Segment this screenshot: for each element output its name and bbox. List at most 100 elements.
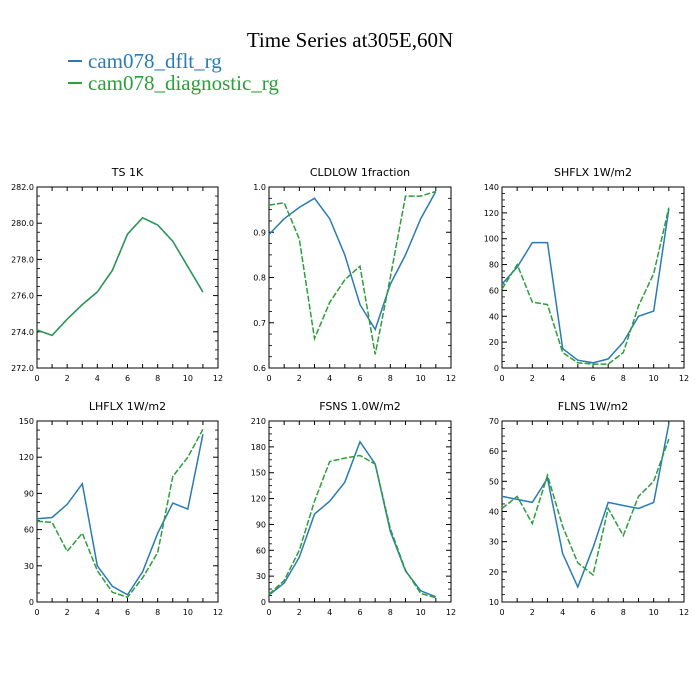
y-tick-label: 272.0 <box>11 364 34 373</box>
x-tick-label: 2 <box>530 608 535 617</box>
x-tick-label: 4 <box>95 608 100 617</box>
x-tick-label: 6 <box>590 608 595 617</box>
y-tick-label: 10 <box>489 598 499 607</box>
x-tick-label: 8 <box>621 374 626 383</box>
x-tick-label: 0 <box>266 608 271 617</box>
legend-label: cam078_dflt_rg <box>88 49 222 73</box>
x-tick-label: 12 <box>213 374 223 383</box>
y-tick-label: 150 <box>251 469 266 478</box>
y-tick-label: 40 <box>489 312 499 321</box>
y-tick-label: 70 <box>489 417 499 426</box>
x-tick-label: 4 <box>327 608 332 617</box>
series-line-diagnostic <box>36 216 204 337</box>
y-tick-label: 120 <box>251 495 266 504</box>
legend-item-dflt: cam078_dflt_rg <box>68 49 222 74</box>
x-tick-label: 0 <box>34 608 39 617</box>
y-tick-label: 0.7 <box>253 319 266 328</box>
x-tick-label: 6 <box>125 608 130 617</box>
series-line-dflt <box>36 216 204 337</box>
x-tick-label: 4 <box>95 374 100 383</box>
x-tick-label: 0 <box>34 374 39 383</box>
legend-label: cam078_diagnostic_rg <box>88 71 279 95</box>
y-tick-label: 180 <box>251 443 266 452</box>
y-tick-label: 0 <box>29 598 34 607</box>
x-tick-label: 0 <box>266 374 271 383</box>
series-line-dflt <box>36 434 204 596</box>
y-tick-label: 120 <box>19 453 34 462</box>
legend-swatch <box>68 82 82 85</box>
y-tick-label: 0 <box>494 364 499 373</box>
y-tick-label: 0 <box>261 598 266 607</box>
x-tick-label: 2 <box>530 374 535 383</box>
x-tick-label: 12 <box>446 608 456 617</box>
series-line-diagnostic <box>268 190 437 355</box>
series-line-diagnostic <box>36 429 204 599</box>
y-tick-label: 60 <box>24 526 34 535</box>
series-line-dflt <box>268 191 437 332</box>
x-tick-label: 0 <box>499 608 504 617</box>
y-tick-label: 150 <box>19 417 34 426</box>
series-line-dflt <box>501 208 670 364</box>
chart-title: FSNS 1.0W/m2 <box>319 400 401 413</box>
y-tick-label: 0.6 <box>253 364 266 373</box>
chart-panel-0: TS 1K 0 2 4 6 8 10 12 272.0 274.0 276.0 278.0 280.0 2… <box>11 166 223 383</box>
plot-frame <box>268 420 452 603</box>
x-tick-label: 2 <box>297 374 302 383</box>
y-tick-label: 120 <box>484 209 499 218</box>
chart-title: TS 1K <box>111 166 144 179</box>
x-tick-label: 8 <box>155 608 160 617</box>
y-tick-label: 90 <box>256 520 266 529</box>
chart-title: SHFLX 1W/m2 <box>554 166 632 179</box>
y-tick-label: 274.0 <box>11 328 34 337</box>
x-tick-label: 10 <box>183 608 193 617</box>
x-tick-label: 10 <box>416 374 426 383</box>
x-tick-label: 8 <box>388 374 393 383</box>
x-tick-label: 10 <box>649 608 659 617</box>
y-tick-label: 0.8 <box>253 274 266 283</box>
x-tick-label: 4 <box>327 374 332 383</box>
x-tick-label: 10 <box>183 374 193 383</box>
x-tick-label: 4 <box>560 608 565 617</box>
y-tick-label: 60 <box>256 546 266 555</box>
legend-swatch <box>68 60 82 63</box>
x-tick-label: 6 <box>357 374 362 383</box>
plot-frame <box>36 186 219 369</box>
y-tick-label: 50 <box>489 477 499 486</box>
chart-title: FLNS 1W/m2 <box>558 400 628 413</box>
x-tick-label: 8 <box>155 374 160 383</box>
y-tick-label: 276.0 <box>11 292 34 301</box>
y-tick-label: 30 <box>489 538 499 547</box>
y-tick-label: 40 <box>489 508 499 517</box>
x-tick-label: 2 <box>65 608 70 617</box>
legend-item-diagnostic: cam078_diagnostic_rg <box>68 71 279 96</box>
x-tick-label: 12 <box>446 374 456 383</box>
x-tick-label: 10 <box>416 608 426 617</box>
x-tick-label: 4 <box>560 374 565 383</box>
y-tick-label: 100 <box>484 235 499 244</box>
y-tick-label: 30 <box>256 572 266 581</box>
plot-frame <box>36 420 219 603</box>
y-tick-label: 280.0 <box>11 219 34 228</box>
series-line-dflt <box>501 423 670 589</box>
x-tick-label: 2 <box>65 374 70 383</box>
y-tick-label: 278.0 <box>11 255 34 264</box>
y-tick-label: 60 <box>489 447 499 456</box>
y-tick-label: 90 <box>24 489 34 498</box>
y-tick-label: 60 <box>489 286 499 295</box>
x-tick-label: 8 <box>388 608 393 617</box>
page-title: Time Series at305E,60N <box>246 28 454 52</box>
x-tick-label: 10 <box>649 374 659 383</box>
y-tick-label: 30 <box>24 562 34 571</box>
x-tick-label: 2 <box>297 608 302 617</box>
y-tick-label: 20 <box>489 568 499 577</box>
y-tick-label: 1.0 <box>253 183 266 192</box>
x-tick-label: 0 <box>499 374 504 383</box>
y-tick-label: 210 <box>251 417 266 426</box>
series-line-diagnostic <box>268 454 437 599</box>
chart-panel-1: CLDLOW 1fraction 0 2 4 6 8 10 12 0.6 0.7 0.8 0.9 1.0 <box>253 166 456 383</box>
x-tick-label: 6 <box>357 608 362 617</box>
